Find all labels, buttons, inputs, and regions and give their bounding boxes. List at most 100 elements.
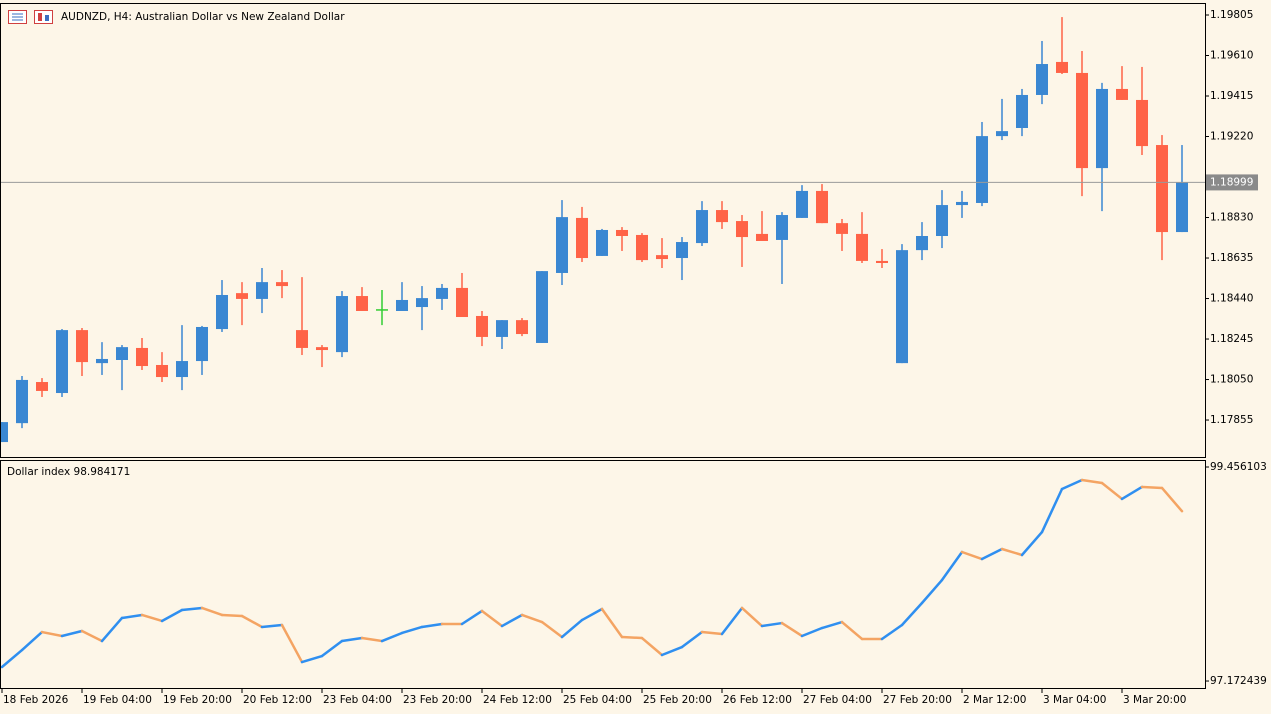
line-segment	[120, 613, 144, 620]
candle-body	[276, 282, 288, 287]
y-tick-label: 1.18050	[1210, 374, 1253, 386]
candle-body	[756, 233, 768, 241]
candle-body	[1176, 182, 1188, 233]
candle-body	[296, 330, 308, 348]
line-segment	[80, 629, 104, 643]
line-segment	[220, 613, 244, 618]
line-segment	[280, 623, 304, 664]
line-segment	[680, 630, 704, 649]
line-segment	[240, 614, 264, 629]
line-segment	[320, 639, 344, 658]
y-tick-label: 1.17855	[1210, 414, 1253, 426]
line-segment	[560, 618, 584, 639]
line-segment	[380, 631, 404, 643]
icon-chart[interactable]	[34, 10, 53, 24]
candle-body	[136, 347, 148, 367]
line-segment	[880, 623, 904, 641]
candle-body	[676, 242, 688, 259]
chart-icons[interactable]	[8, 10, 53, 24]
y-tick-label: 1.18245	[1210, 333, 1253, 345]
line-segment	[780, 621, 804, 638]
candle-body	[816, 190, 828, 224]
x-tick-label: 3 Mar 20:00	[1123, 694, 1186, 706]
line-segment	[800, 626, 824, 638]
line-segment	[480, 609, 504, 628]
candle-body	[236, 293, 248, 299]
candle-body	[796, 190, 808, 218]
chart-title: AUDNZD, H4: Australian Dollar vs New Zea…	[61, 11, 345, 23]
candle-body	[836, 223, 848, 234]
line-segment	[940, 550, 964, 582]
candle-body	[1156, 145, 1168, 233]
x-tick-label: 18 Feb 2026	[3, 694, 69, 706]
line-segment	[1020, 530, 1044, 557]
candle-body	[636, 234, 648, 261]
line-segment	[900, 601, 924, 627]
indicator-plot	[1, 478, 1184, 669]
price-plot	[1, 17, 1205, 443]
line-segment	[460, 609, 484, 626]
line-segment	[640, 636, 664, 657]
candle-body	[336, 296, 348, 353]
x-tick-label: 23 Feb 20:00	[403, 694, 472, 706]
indicator-name: Dollar index	[7, 466, 70, 478]
indicator-label: Dollar index 98.984171	[7, 466, 130, 478]
x-tick-label: 2 Mar 12:00	[963, 694, 1026, 706]
candle-body	[496, 320, 508, 337]
line-segment	[60, 629, 84, 638]
line-segment	[740, 606, 764, 628]
line-segment	[700, 630, 724, 636]
candle-body	[16, 379, 28, 424]
line-segment	[500, 613, 524, 628]
line-segment	[400, 625, 424, 635]
line-segment	[100, 616, 124, 643]
candle-body	[356, 296, 368, 311]
y-tick-label: 97.172439	[1210, 675, 1267, 687]
candle-body	[556, 217, 568, 273]
line-segment	[720, 606, 744, 636]
line-segment	[180, 606, 204, 612]
candle-body	[936, 205, 948, 237]
candle-body	[696, 210, 708, 244]
y-tick-label: 1.18830	[1210, 212, 1253, 224]
line-segment	[540, 620, 564, 639]
candle-body	[596, 229, 608, 256]
candle-body	[196, 326, 208, 362]
candle-body	[1036, 64, 1048, 95]
x-tick-label: 26 Feb 12:00	[723, 694, 792, 706]
line-segment	[600, 607, 624, 639]
candle-body	[116, 347, 128, 361]
line-segment	[1000, 547, 1024, 557]
x-tick-label: 19 Feb 20:00	[163, 694, 232, 706]
line-segment	[1, 648, 24, 669]
indicator-value: 98.984171	[74, 466, 131, 478]
line-segment	[420, 622, 444, 629]
y-tick-label: 1.19805	[1210, 9, 1253, 21]
price-tag-label: 1.18999	[1210, 176, 1253, 188]
candle-body	[996, 131, 1008, 137]
candle-body	[456, 287, 468, 318]
line-segment	[920, 578, 944, 605]
candle-body	[436, 287, 448, 299]
line-segment	[140, 613, 164, 623]
x-tick-label: 24 Feb 12:00	[483, 694, 552, 706]
line-segment	[340, 636, 364, 643]
x-tick-label: 20 Feb 12:00	[243, 694, 312, 706]
candle-body	[616, 229, 628, 237]
candle-body	[36, 382, 48, 391]
line-segment	[520, 613, 544, 624]
y-tick-label: 99.456103	[1210, 461, 1267, 473]
x-tick-label: 27 Feb 04:00	[803, 694, 872, 706]
indicator-pane-border	[0, 460, 1206, 689]
price-pane-border	[0, 3, 1206, 458]
line-segment	[360, 636, 384, 643]
candle-body	[176, 361, 188, 378]
x-tick-label: 19 Feb 04:00	[83, 694, 152, 706]
line-segment	[980, 547, 1004, 561]
candle-body	[876, 260, 888, 264]
line-segment	[660, 645, 684, 657]
candle-body	[896, 250, 908, 364]
